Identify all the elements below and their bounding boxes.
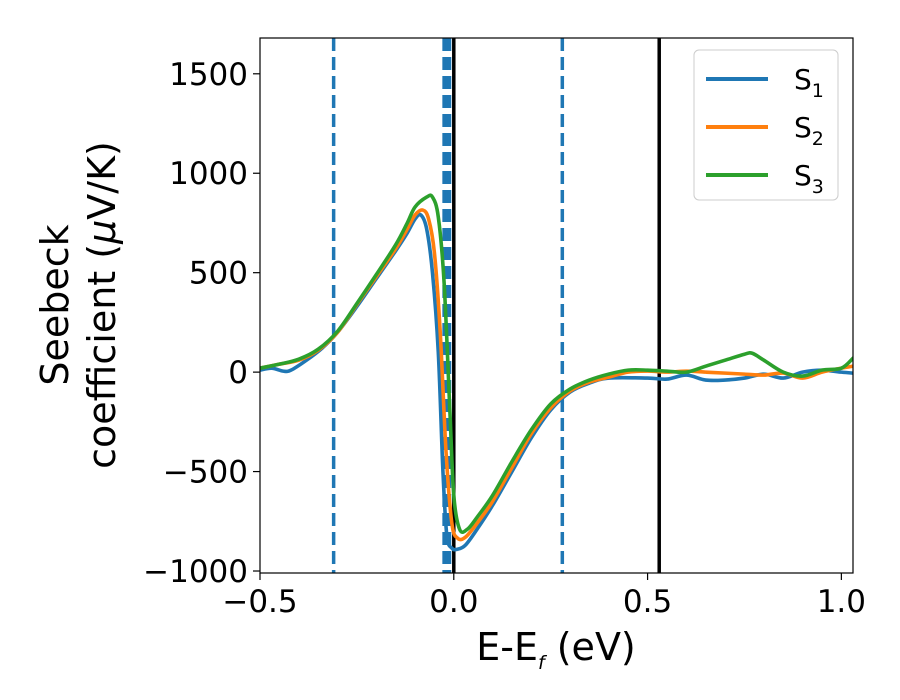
legend: S1 S2 S3: [693, 49, 839, 201]
legend-label-S3: S3: [794, 159, 824, 198]
x-axis-ticks: −0.5 0.0 0.5 1.0: [222, 573, 866, 620]
series-lines: [260, 193, 853, 552]
x-tick-label: 0.5: [623, 584, 672, 620]
y-tick-label: −500: [163, 455, 248, 491]
y-tick-label: 1500: [169, 57, 248, 93]
legend-label-S1: S1: [794, 63, 824, 102]
y-tick-label: 0: [228, 355, 248, 391]
y-axis-ticks: 1500 1000 500 0 −500 −1000: [143, 57, 260, 590]
plot-frame: [259, 37, 854, 574]
x-tick-label: −0.5: [222, 584, 297, 620]
y-tick-label: −1000: [143, 554, 248, 590]
svg-text:coefficient (μV/K): coefficient (μV/K): [80, 141, 124, 469]
x-tick-label: 0.0: [429, 584, 478, 620]
y-axis-label: Seebeck coefficient (μV/K): [33, 141, 124, 469]
legend-label-S2: S2: [794, 111, 824, 150]
y-tick-label: 1000: [169, 156, 248, 192]
y-tick-label: 500: [189, 256, 248, 292]
svg-text:Seebeck: Seebeck: [33, 224, 77, 385]
series-line-S3: [260, 193, 853, 535]
x-tick-label: 1.0: [817, 584, 866, 620]
x-axis-label: E-Ef (eV): [476, 625, 636, 674]
